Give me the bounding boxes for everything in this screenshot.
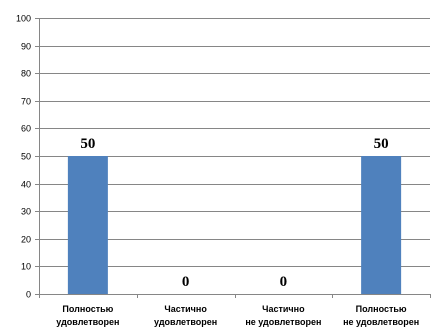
x-tick-label: удовлетворен [56, 317, 119, 327]
y-tick-label: 90 [21, 42, 31, 52]
bar-4 [361, 156, 402, 294]
bars [67, 156, 402, 294]
y-tick-label: 20 [21, 235, 31, 245]
x-tick-label: Частично [262, 304, 305, 314]
bar-1 [67, 156, 108, 294]
x-tick-label: удовлетворен [154, 317, 217, 327]
x-tick-label: не удовлетворен [343, 317, 419, 327]
y-tick-label: 0 [26, 290, 31, 300]
y-tick-label: 70 [21, 97, 31, 107]
x-tick-label: не удовлетворен [245, 317, 321, 327]
y-tick-label: 60 [21, 124, 31, 134]
data-label-3: 0 [280, 274, 288, 290]
y-tick-label: 80 [21, 69, 31, 79]
data-label-4: 50 [374, 136, 389, 152]
y-tick-label: 40 [21, 180, 31, 190]
x-tick-label: Полностью [62, 304, 113, 314]
y-tick-label: 50 [21, 152, 31, 162]
y-tick-label: 10 [21, 262, 31, 272]
axes [35, 18, 431, 298]
data-label-2: 0 [182, 274, 190, 290]
y-tick-label: 100 [16, 14, 31, 24]
labels: 0 10 20 30 40 50 60 70 80 90 100 50 0 0 50 Полностью удо… [16, 14, 419, 328]
data-label-1: 50 [80, 136, 95, 152]
y-tick-label: 30 [21, 207, 31, 217]
x-tick-label: Полностью [356, 304, 407, 314]
x-tick-label: Частично [164, 304, 207, 314]
